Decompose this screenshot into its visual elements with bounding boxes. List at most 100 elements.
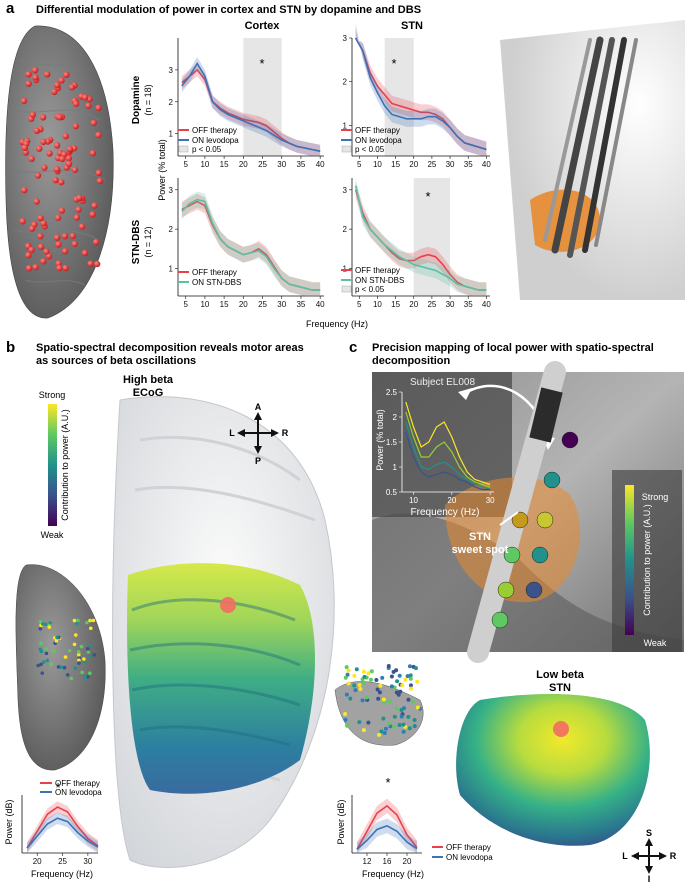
series-line [405, 421, 491, 491]
electrode-contacts [491, 431, 579, 629]
electrode-dot [32, 263, 39, 271]
contact-dot [413, 666, 418, 671]
contact-dot [346, 668, 351, 673]
electrode-dot [63, 71, 70, 79]
contact-dot [392, 724, 397, 729]
electrode-dot [65, 160, 73, 168]
col-header-cortex: Cortex [245, 20, 281, 32]
contact-sphere [536, 511, 554, 529]
contact-dot [344, 692, 349, 697]
x-tick-label: 25 [258, 300, 267, 309]
legend-b-off: OFF therapy [55, 779, 100, 788]
stn-low-beta-map [456, 694, 650, 846]
x-tick-label: 30 [277, 160, 286, 169]
series-line [405, 431, 491, 491]
contact-dot [412, 717, 417, 722]
electrode-dot [58, 155, 66, 163]
electrode-dot [39, 114, 47, 121]
electrode-dot [47, 625, 52, 629]
electrode-dot [95, 169, 102, 177]
series-line [26, 817, 99, 849]
electrode-dot [39, 649, 44, 654]
contact-dot [357, 683, 362, 688]
electrode-dot [76, 650, 81, 654]
compass-l: L [229, 428, 235, 438]
legend-sig: p < 0.05 [355, 285, 385, 294]
c-map-title-line2: STN [549, 682, 571, 694]
contact-dot [389, 684, 394, 689]
contact-dot [360, 698, 365, 703]
contact-sphere [543, 471, 561, 489]
panel-b-letter: b [6, 339, 15, 356]
x-tick-label: 20 [447, 496, 456, 505]
legend-off: OFF therapy [355, 126, 400, 135]
contact-dot [353, 688, 358, 693]
contact-dot [401, 722, 406, 727]
electrode-dot [75, 206, 82, 213]
contact-dot [395, 679, 400, 684]
contact-dot [375, 687, 380, 692]
peak-marker [220, 597, 236, 613]
chart-c-xlabel: Frequency (Hz) [362, 869, 424, 879]
series-ci-band [357, 798, 417, 853]
contact-dot [364, 695, 369, 700]
c-colorbar [625, 485, 634, 635]
series-line [26, 806, 99, 849]
electrode-dot [38, 619, 43, 624]
contact-dot [397, 722, 402, 727]
electrode-dot [41, 164, 48, 171]
y-tick-label: 2.5 [386, 388, 398, 397]
contact-dot [383, 726, 388, 731]
electrode-dot [88, 654, 92, 659]
y-tick-label: 1 [169, 264, 174, 273]
shared-xlabel: Frequency (Hz) [306, 319, 368, 329]
chart-c-ylabel: Power (dB) [336, 799, 346, 844]
inset-xlabel: Frequency (Hz) [411, 507, 480, 518]
electrode-dot [67, 648, 72, 653]
contact-sphere [511, 511, 529, 529]
panel-c-title-line1: Precision mapping of local power with sp… [372, 342, 654, 354]
legend-b-on: ON levodopa [55, 788, 102, 797]
contact-dot [400, 683, 405, 688]
x-tick-label: 25 [427, 160, 436, 169]
contact-dot [408, 683, 413, 688]
contact-dot [343, 717, 348, 722]
contact-dot [403, 677, 408, 682]
y-tick-label: 3 [343, 34, 348, 43]
electrode-dot [37, 243, 45, 251]
electrode-dot [65, 673, 70, 677]
contact-dot [387, 699, 392, 704]
legend-stn-dopa: OFF therapy ON levodopa p < 0.05 [341, 126, 402, 154]
series-line [181, 198, 321, 291]
row-n-dbs: (n = 12) [143, 226, 153, 257]
electrode-dot [87, 260, 94, 267]
contact-dot [382, 730, 387, 735]
panel-c-title-line2: decomposition [372, 355, 451, 367]
electrode-dot [92, 238, 100, 246]
contact-sphere [503, 546, 521, 564]
contact-dot [344, 665, 349, 670]
x-tick-label: 10 [373, 160, 382, 169]
electrode-dot [37, 214, 44, 222]
electrode-dot [62, 132, 69, 140]
row-n-dopamine: (n = 18) [143, 84, 153, 115]
electrode-dot [53, 165, 61, 173]
electrode-dot [55, 635, 59, 640]
contact-dot [406, 697, 411, 702]
series-line [354, 185, 487, 291]
electrode-dot [85, 102, 92, 109]
contact-dot [378, 683, 383, 688]
electrode-dot [39, 641, 43, 646]
contact-dot [401, 729, 406, 734]
electrode-dot [36, 145, 43, 152]
electrode-dot [25, 71, 32, 78]
x-tick-label: 35 [464, 300, 473, 309]
x-tick-label: 20 [33, 857, 42, 866]
c-colorbar-label: Contribution to power (A.U.) [642, 504, 652, 616]
map-title-line2: ECoG [133, 387, 164, 399]
contact-dot [405, 674, 410, 679]
electrode-dot [79, 644, 84, 649]
contact-dot [380, 675, 385, 680]
legend-c-on: ON levodopa [446, 853, 493, 862]
orientation-compass-sirl: S I L R [622, 828, 677, 882]
